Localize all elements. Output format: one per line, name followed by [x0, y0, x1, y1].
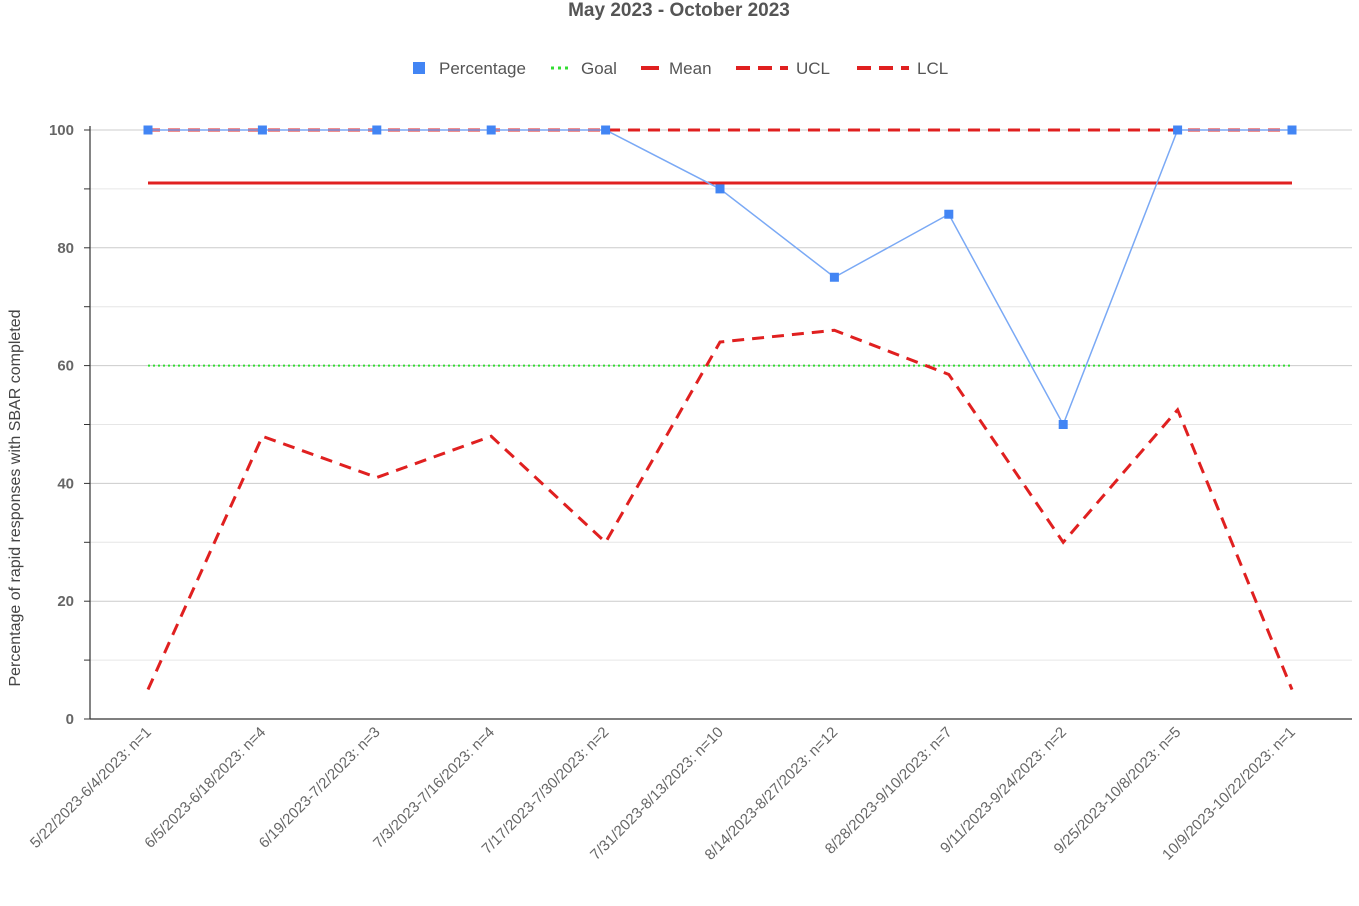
- y-axis-label: Percentage of rapid responses with SBAR …: [7, 309, 24, 686]
- percentage-point: [829, 272, 839, 282]
- percentage-point: [257, 125, 267, 135]
- y-tick-label: 20: [57, 593, 74, 610]
- percentage-point: [143, 125, 153, 135]
- x-tick-label: 9/11/2023-9/24/2023: n=2: [937, 724, 1070, 857]
- legend-swatch-percentage: [413, 62, 425, 74]
- y-tick-label: 60: [57, 358, 74, 375]
- x-tick-label: 10/9/2023-10/22/2023: n=1: [1159, 724, 1299, 864]
- chart-title: May 2023 - October 2023: [568, 0, 790, 21]
- legend-label-ucl: UCL: [796, 59, 830, 78]
- legend-label-goal: Goal: [581, 59, 617, 78]
- percentage-point: [486, 125, 496, 135]
- percentage-point: [944, 209, 954, 219]
- percentage-point: [715, 184, 725, 194]
- x-tick-label: 6/5/2023-6/18/2023: n=4: [141, 724, 269, 852]
- percentage-point: [1287, 125, 1297, 135]
- percentage-point: [1173, 125, 1183, 135]
- legend-label-lcl: LCL: [917, 59, 948, 78]
- x-tick-label: 9/25/2023-10/8/2023: n=5: [1051, 724, 1185, 858]
- series-line-lcl: [146, 328, 1294, 691]
- percentage-point: [372, 125, 382, 135]
- percentage-point: [601, 125, 611, 135]
- y-tick-label: 80: [57, 240, 74, 257]
- y-tick-label: 40: [57, 475, 74, 492]
- x-tick-label: 7/3/2023-7/16/2023: n=4: [370, 724, 498, 852]
- series-group: [143, 125, 1297, 691]
- gridlines: [90, 129, 1352, 661]
- y-tick-label: 0: [66, 711, 74, 728]
- percentage-point: [1058, 420, 1068, 429]
- x-axis-ticks: 5/22/2023-6/4/2023: n=16/5/2023-6/18/202…: [27, 724, 1299, 864]
- x-tick-label: 8/28/2023-9/10/2023: n=7: [822, 724, 956, 858]
- x-tick-label: 7/17/2023-7/30/2023: n=2: [479, 724, 613, 858]
- legend: Percentage Goal Mean UCL LCL: [413, 59, 948, 78]
- x-tick-label: 5/22/2023-6/4/2023: n=1: [27, 724, 155, 852]
- axes: [84, 126, 1352, 720]
- y-tick-label: 100: [49, 122, 74, 139]
- x-tick-label: 7/31/2023-8/13/2023: n=10: [587, 724, 727, 864]
- x-tick-label: 6/19/2023-7/2/2023: n=3: [256, 724, 384, 852]
- legend-label-mean: Mean: [669, 59, 712, 78]
- legend-label-percentage: Percentage: [439, 59, 526, 78]
- y-axis-ticks: 0 20 40 60 80 100: [49, 122, 74, 728]
- x-tick-label: 8/14/2023-8/27/2023: n=12: [702, 724, 842, 864]
- series-line-percentage: [148, 129, 1292, 427]
